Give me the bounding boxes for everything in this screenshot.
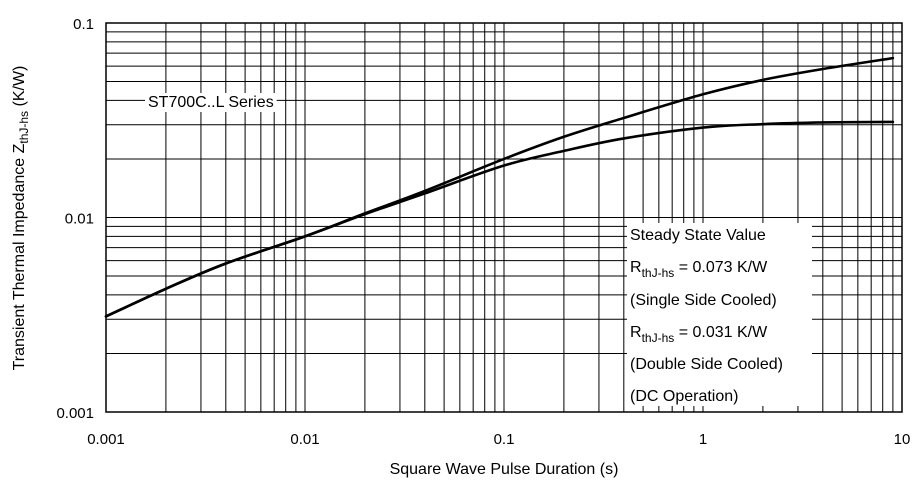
y-tick-label: 0.01 [65,211,94,228]
y-tick-label: 0.1 [73,16,94,33]
r-value-2: = 0.031 K/W [674,324,768,341]
x-tick-label: 1 [699,431,707,448]
r-subscript-2: thJ-hs [642,331,675,345]
series-label-background [145,93,277,112]
r-subscript-1: thJ-hs [642,266,675,280]
x-tick-label: 0.01 [290,431,319,448]
plot-frame [105,22,903,413]
x-axis-label: Square Wave Pulse Duration (s) [390,461,619,478]
annotation-line-5: (Double Side Cooled) [630,356,783,373]
annotation-line-1: Steady State Value [630,227,766,244]
annotation-background [627,223,812,406]
annotation-line-6: (DC Operation) [630,388,738,405]
x-tick-label: 0.001 [87,431,125,448]
series-group [104,56,895,318]
tick-labels: 0.001 0.01 0.1 1 10 0.001 0.01 0.1 [56,16,910,448]
annotation-line-2: RthJ-hs = 0.073 K/W [630,259,768,280]
steady-state-annotation: Steady State Value RthJ-hs = 0.073 K/W (… [627,223,812,406]
series-label: ST700C..L Series [148,94,274,111]
y-axis-label: Transient Thermal Impedance ZthJ-hs (K/W… [11,66,31,371]
y-axis-label-main: Transient Thermal Impedance Z [11,143,28,370]
y-axis-label-subscript: thJ-hs [17,111,31,144]
x-tick-label: 0.1 [494,431,515,448]
r-symbol-1: R [630,259,642,276]
series-line-2 [104,120,895,318]
r-value-1: = 0.073 K/W [674,259,768,276]
x-tick-label: 10 [894,431,911,448]
annotation-line-3: (Single Side Cooled) [630,292,777,309]
y-axis-label-unit: (K/W) [11,66,28,111]
annotation-line-4: RthJ-hs = 0.031 K/W [630,324,768,345]
y-tick-label: 0.001 [56,405,94,422]
r-symbol-2: R [630,324,642,341]
